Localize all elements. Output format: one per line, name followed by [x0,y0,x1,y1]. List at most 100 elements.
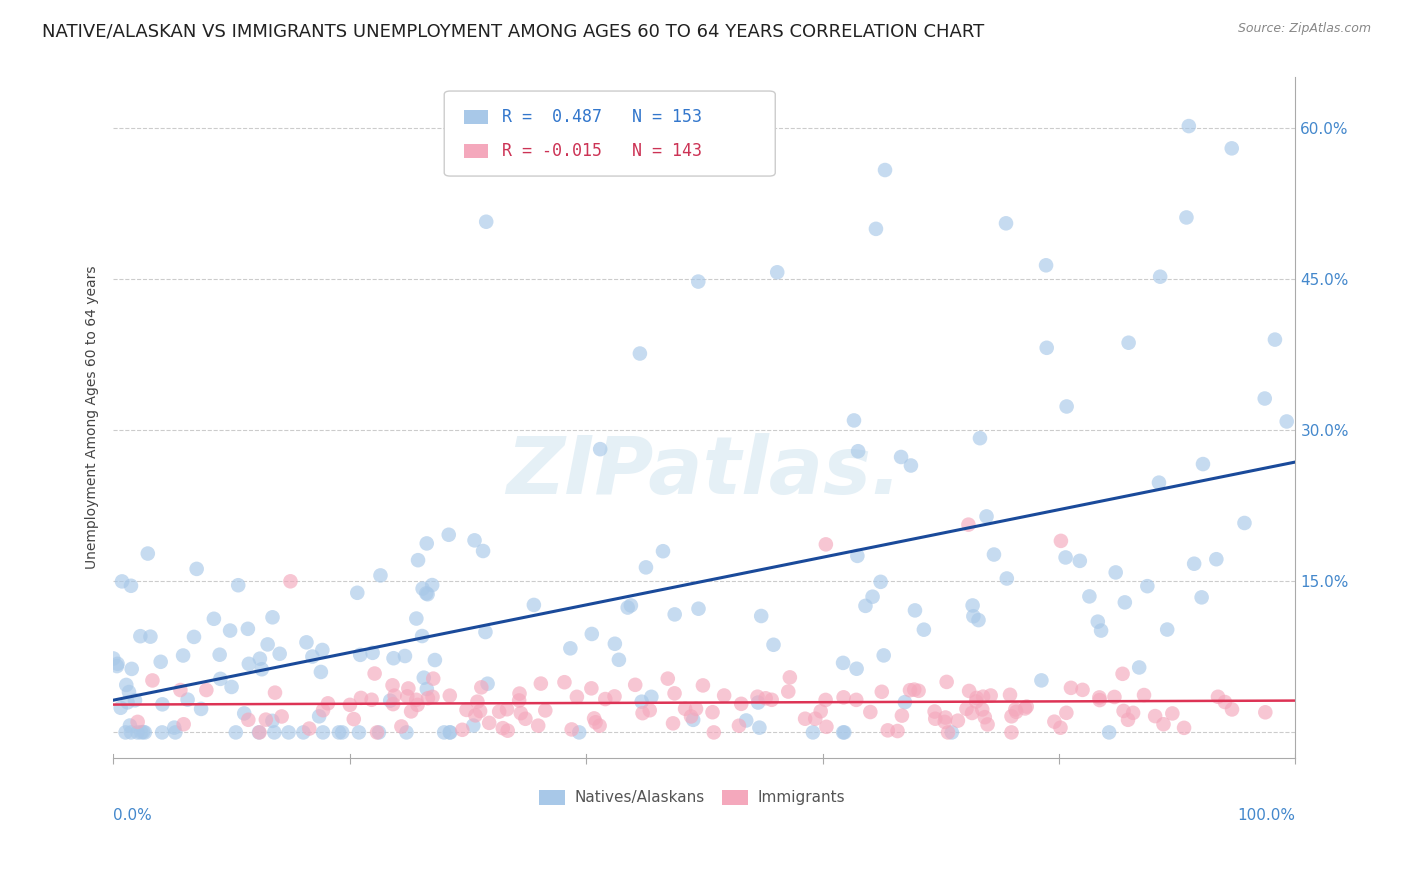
Point [855,599,877,613]
Point [477,676,499,690]
Point [1000,725,1022,739]
Point [394,648,416,663]
Point [141,673,163,688]
Point [845,662,868,676]
Point [747,696,769,710]
Point [309,665,332,679]
Point [955,702,977,716]
Point [912,623,935,637]
Point [263,725,285,739]
Point [1275,415,1298,429]
Point [139,630,162,644]
Point [366,725,388,739]
Point [1220,702,1243,716]
Point [638,703,661,717]
Point [508,687,530,701]
Point [238,713,260,727]
Point [186,562,208,576]
Point [508,693,530,707]
Point [703,725,725,739]
Point [980,689,1002,703]
Point [565,690,588,704]
Point [221,680,243,694]
Point [264,686,287,700]
Point [406,553,429,567]
Point [1069,554,1091,568]
Point [894,695,917,709]
Point [350,690,373,705]
Point [588,719,610,733]
Point [363,666,385,681]
Point [129,725,152,739]
Point [1005,705,1028,719]
Point [1144,709,1167,723]
Point [1111,666,1133,681]
Point [422,690,444,704]
Point [127,714,149,729]
Point [1087,615,1109,629]
Point [832,725,855,739]
Point [581,627,603,641]
Point [176,692,198,706]
Point [995,216,1018,230]
Point [496,723,519,738]
Point [972,690,994,704]
Point [509,706,531,721]
Point [226,578,249,592]
Point [846,444,869,458]
Point [382,697,405,711]
Point [761,693,783,707]
Point [630,695,652,709]
Point [748,721,770,735]
Point [496,702,519,716]
Point [262,610,284,624]
Point [1090,624,1112,638]
Point [876,723,898,738]
Point [311,643,333,657]
Point [396,681,419,696]
Point [568,725,591,739]
Point [814,537,837,551]
Point [165,725,187,739]
Point [236,622,259,636]
Point [957,684,980,698]
Point [862,590,884,604]
Point [804,712,827,726]
Point [735,714,758,728]
Point [136,547,159,561]
Point [1205,552,1227,566]
Point [589,442,612,457]
FancyBboxPatch shape [538,790,565,805]
Point [766,265,789,279]
Point [1114,595,1136,609]
Point [603,690,626,704]
Point [422,672,444,686]
Point [1004,702,1026,716]
Point [560,641,582,656]
Point [1015,699,1038,714]
Point [730,697,752,711]
Point [832,656,855,670]
Point [924,705,946,719]
Point [247,725,270,739]
Point [779,670,801,684]
Point [515,712,537,726]
Point [328,725,350,739]
Point [411,629,433,643]
Point [1054,550,1077,565]
Point [692,678,714,692]
Point [134,725,156,739]
Point [1050,533,1073,548]
Point [1182,557,1205,571]
Point [534,703,557,717]
Point [470,681,492,695]
Point [607,653,630,667]
Point [688,275,710,289]
Point [976,717,998,731]
Point [1178,119,1201,133]
Point [396,690,419,704]
Text: R = -0.015   N = 143: R = -0.015 N = 143 [502,142,702,160]
Point [423,653,446,667]
Point [1112,704,1135,718]
Point [249,725,271,739]
